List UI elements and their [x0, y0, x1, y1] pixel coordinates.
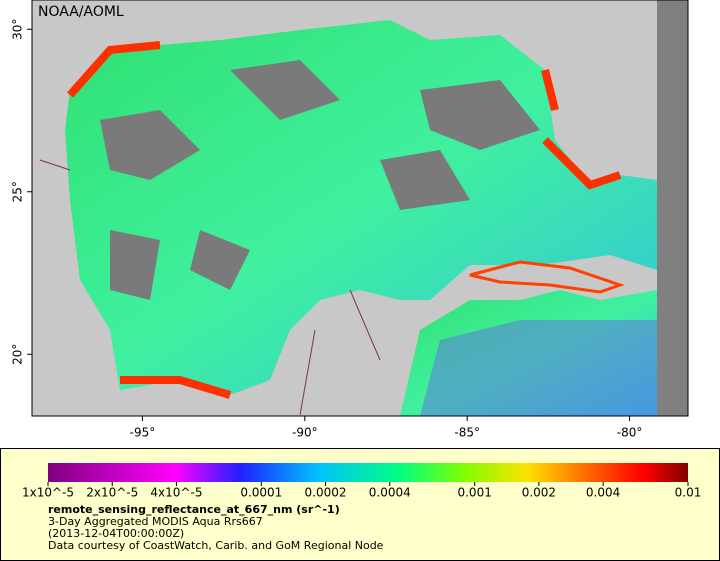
- no-data-patch: [100, 60, 540, 300]
- colorbar: [48, 463, 688, 482]
- colorbar-tick-label: 0.002: [522, 486, 556, 500]
- y-tick-label: 20°: [11, 344, 25, 365]
- colorbar-tick-label: 0.0002: [305, 486, 347, 500]
- caribbean-noise: [420, 320, 657, 416]
- colorbar-tick-label: 0.004: [586, 486, 620, 500]
- colorbar-tick-label: 4x10^-5: [150, 486, 202, 500]
- colorbar-tick-label: 0.0001: [240, 486, 282, 500]
- colorbar-tick-label: 0.001: [457, 486, 491, 500]
- x-tick-label: -80°: [617, 426, 643, 440]
- y-tick-label: 25°: [11, 181, 25, 202]
- colorbar-tick-label: 0.01: [675, 486, 702, 500]
- x-tick-label: -90°: [292, 426, 318, 440]
- map-area: [32, 0, 688, 416]
- map-frame: [31, 0, 689, 417]
- cuba: [469, 260, 625, 294]
- legend-line: Data courtesy of CoastWatch, Carib. and …: [48, 539, 384, 552]
- x-tick-label: -85°: [454, 426, 480, 440]
- legend-title: remote_sensing_reflectance_at_667_nm (sr…: [48, 503, 340, 516]
- colorbar-tick-label: 2x10^-5: [86, 486, 138, 500]
- y-tick-label: 30°: [11, 19, 25, 40]
- legend-line: 3-Day Aggregated MODIS Aqua Rrs667: [48, 515, 263, 528]
- legend-line: (2013-12-04T00:00:00Z): [48, 527, 184, 540]
- coastal-high: [67, 41, 622, 399]
- border: [39, 159, 381, 416]
- colorbar-tick-label: 0.0004: [369, 486, 411, 500]
- credit: NOAA/AOML: [38, 4, 124, 20]
- x-tick-label: -95°: [130, 426, 156, 440]
- colorbar-tick-label: 1x10^-5: [22, 486, 74, 500]
- no-data-strip: [657, 0, 688, 416]
